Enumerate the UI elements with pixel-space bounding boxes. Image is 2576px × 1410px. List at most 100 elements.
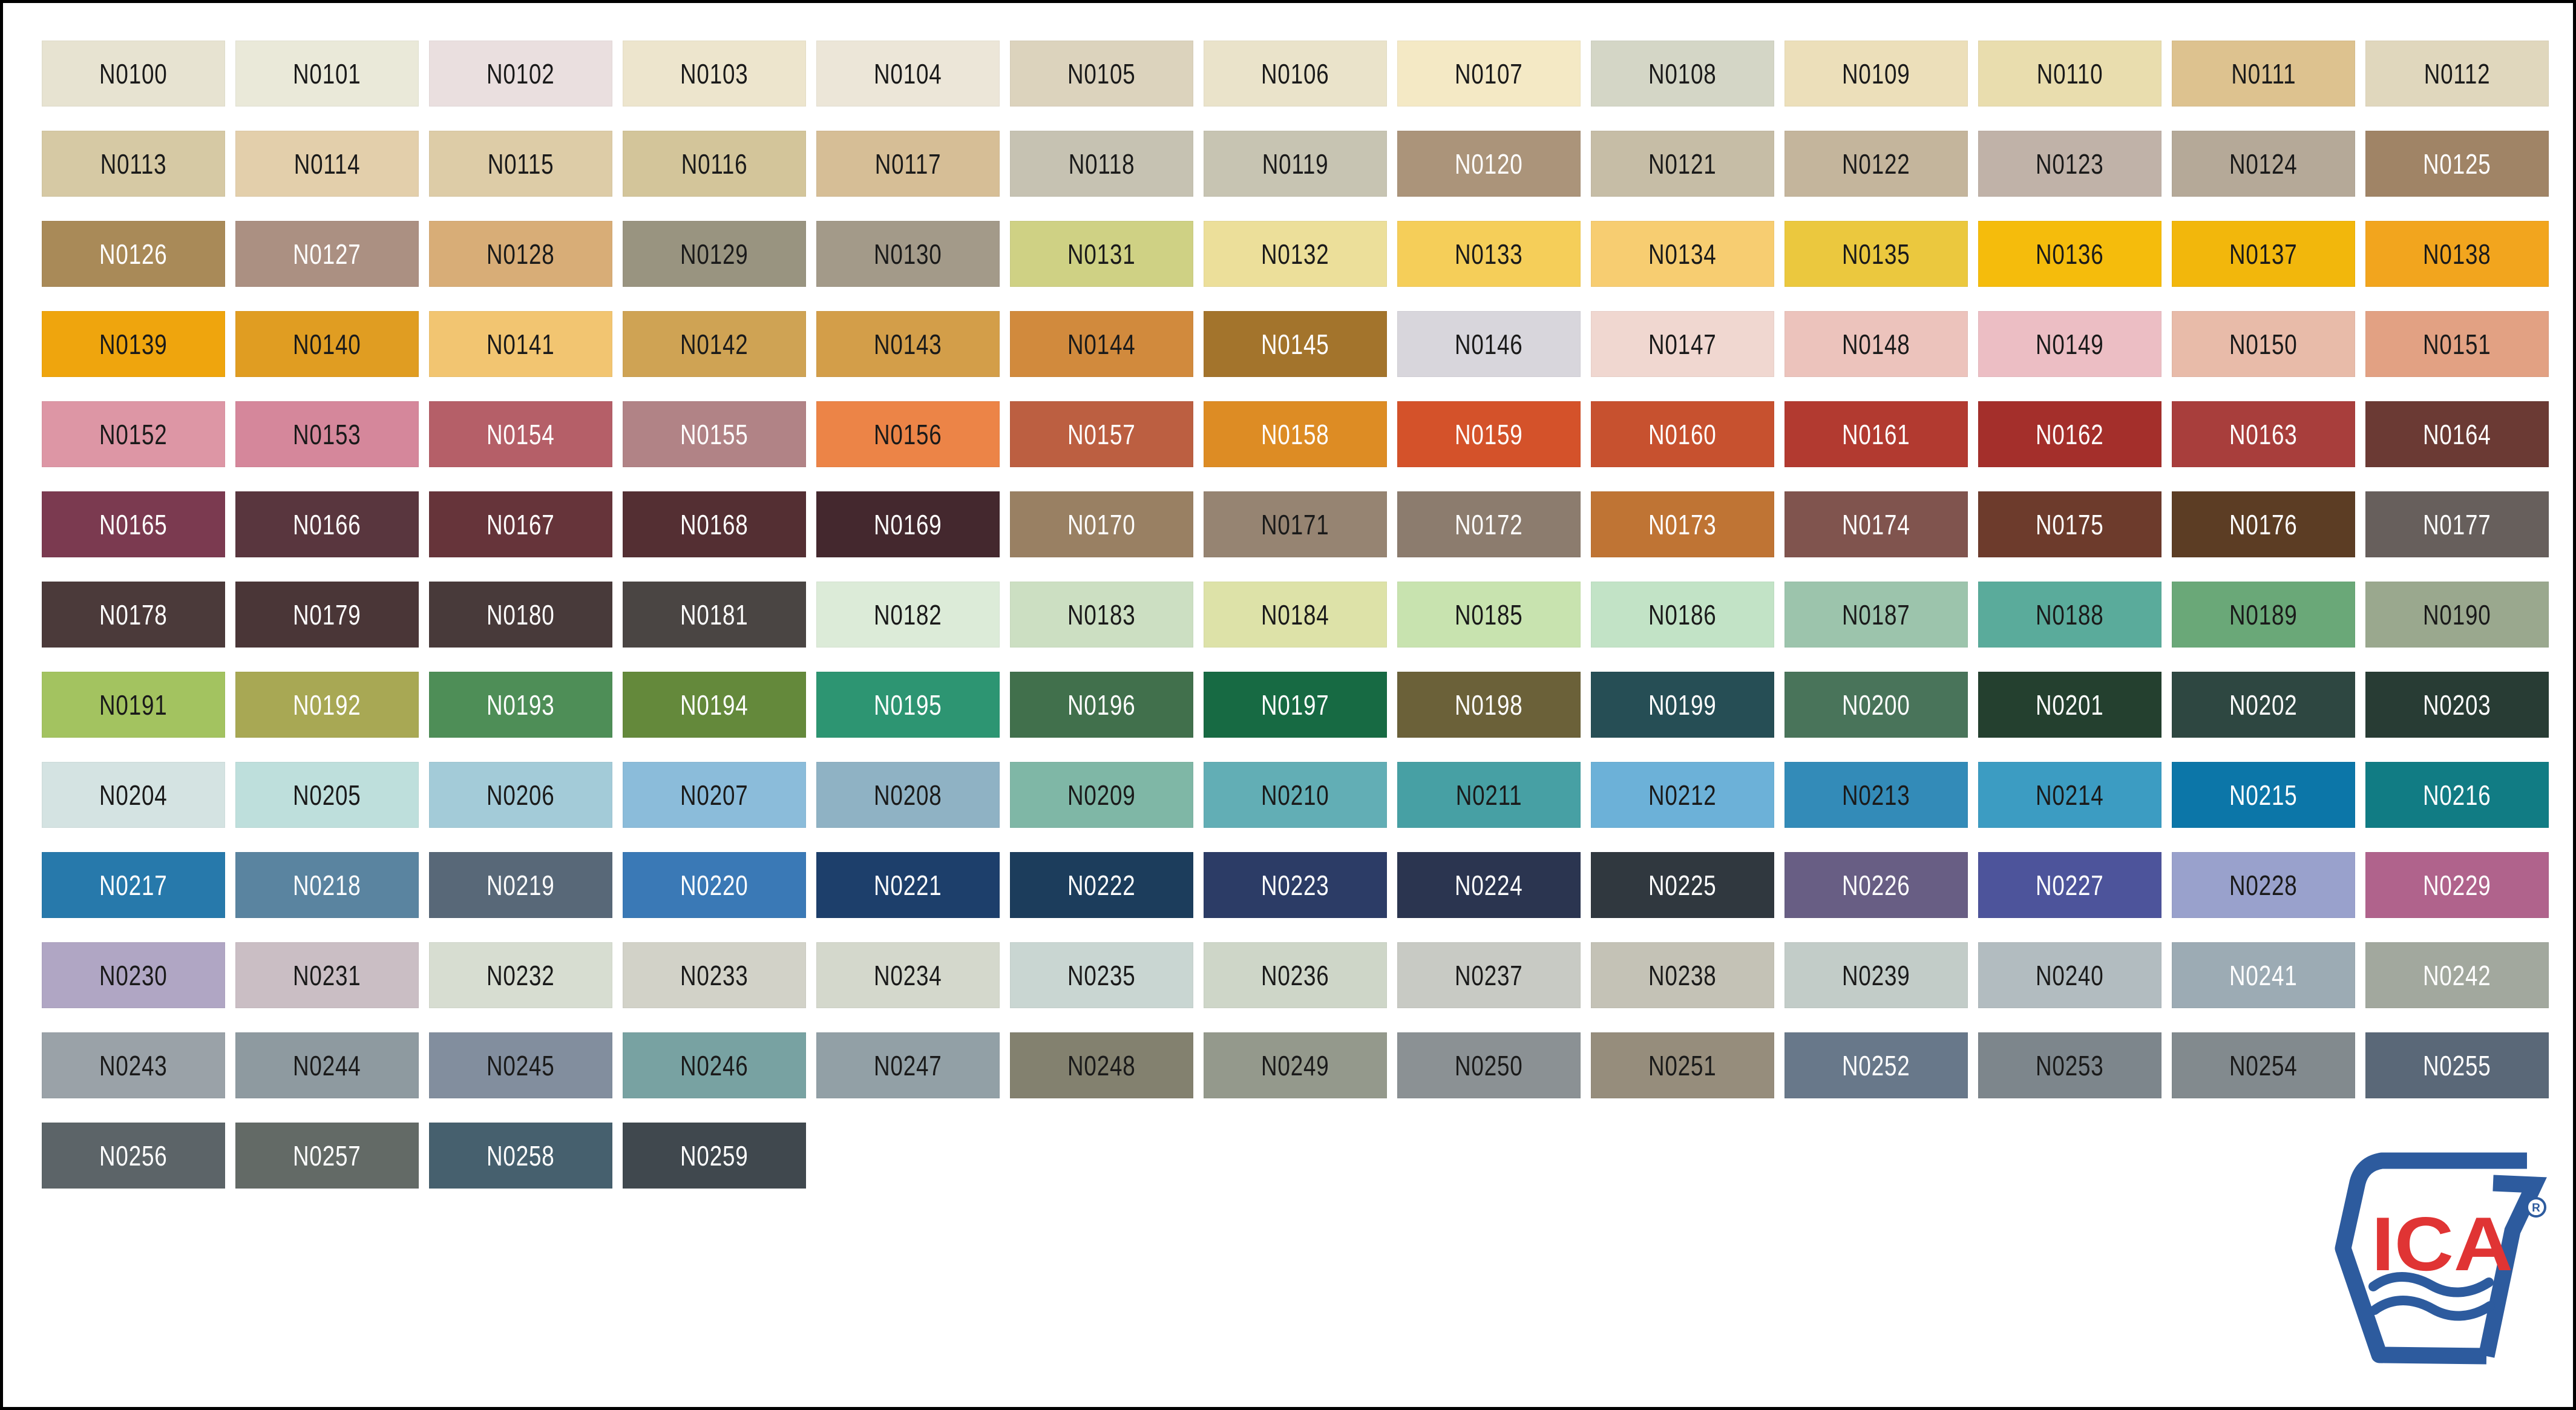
color-swatch: N0247: [816, 1032, 1000, 1098]
color-swatch: N0129: [623, 221, 806, 287]
color-code-label: N0164: [2423, 418, 2491, 450]
color-code-label: N0110: [2036, 57, 2103, 90]
color-code-label: N0185: [1455, 598, 1523, 631]
color-code-label: N0120: [1455, 148, 1523, 180]
color-code-label: N0251: [1648, 1049, 1717, 1081]
color-code-label: N0112: [2424, 57, 2491, 90]
color-swatch: N0155: [623, 401, 806, 467]
color-code-label: N0253: [2036, 1049, 2104, 1081]
color-code-label: N0180: [487, 598, 555, 631]
logo-registered-letter: R: [2532, 1202, 2540, 1215]
color-swatch: N0214: [1978, 762, 2161, 828]
color-code-label: N0244: [293, 1049, 361, 1081]
color-swatch: N0132: [1204, 221, 1387, 287]
color-swatch: N0197: [1204, 672, 1387, 738]
color-code-label: N0122: [1842, 148, 1910, 180]
color-swatch: N0176: [2172, 491, 2355, 557]
color-code-label: N0225: [1648, 869, 1717, 901]
color-swatch: N0151: [2365, 311, 2549, 377]
color-code-label: N0124: [2229, 148, 2298, 180]
color-code-label: N0155: [680, 418, 749, 450]
color-code-label: N0213: [1842, 779, 1910, 811]
color-swatch: N0105: [1010, 41, 1193, 107]
color-swatch: N0244: [235, 1032, 419, 1098]
color-code-label: N0216: [2423, 779, 2491, 811]
color-swatch: N0170: [1010, 491, 1193, 557]
color-code-label: N0156: [874, 418, 942, 450]
color-swatch: N0153: [235, 401, 419, 467]
color-swatch: N0196: [1010, 672, 1193, 738]
color-code-label: N0186: [1648, 598, 1717, 631]
color-code-label: N0154: [487, 418, 555, 450]
color-swatch: N0123: [1978, 131, 2161, 197]
color-swatch: N0184: [1204, 582, 1387, 648]
color-swatch: N0229: [2365, 852, 2549, 918]
color-code-label: N0198: [1455, 689, 1523, 721]
color-swatch: N0230: [42, 942, 225, 1008]
color-swatch: N0202: [2172, 672, 2355, 738]
color-code-label: N0196: [1067, 689, 1136, 721]
color-code-label: N0256: [99, 1139, 168, 1172]
color-code-label: N0249: [1261, 1049, 1329, 1081]
color-code-label: N0106: [1261, 57, 1329, 90]
color-swatch: N0181: [623, 582, 806, 648]
color-code-label: N0105: [1067, 57, 1136, 90]
color-code-label: N0157: [1067, 418, 1136, 450]
color-code-label: N0243: [99, 1049, 168, 1081]
color-swatch: N0171: [1204, 491, 1387, 557]
color-code-label: N0169: [874, 508, 942, 540]
color-swatch: N0122: [1785, 131, 1968, 197]
color-code-label: N0215: [2229, 779, 2298, 811]
color-swatch: N0112: [2365, 41, 2549, 107]
color-code-label: N0165: [99, 508, 168, 540]
color-code-label: N0176: [2229, 508, 2298, 540]
color-code-label: N0238: [1648, 959, 1717, 991]
color-swatch: N0126: [42, 221, 225, 287]
color-code-label: N0151: [2423, 328, 2491, 360]
color-code-label: N0127: [293, 238, 361, 270]
color-swatch: N0257: [235, 1123, 419, 1189]
color-code-label: N0258: [487, 1139, 555, 1172]
color-swatch: N0158: [1204, 401, 1387, 467]
color-code-label: N0248: [1067, 1049, 1136, 1081]
color-swatch: N0117: [816, 131, 1000, 197]
color-swatch: N0195: [816, 672, 1000, 738]
color-code-label: N0149: [2036, 328, 2104, 360]
color-swatch: N0161: [1785, 401, 1968, 467]
color-swatch: N0245: [429, 1032, 612, 1098]
color-swatch: N0136: [1978, 221, 2161, 287]
color-code-label: N0203: [2423, 689, 2491, 721]
color-swatch: N0179: [235, 582, 419, 648]
logo-hexagon-outline: [2335, 1152, 2527, 1365]
color-code-label: N0148: [1842, 328, 1910, 360]
color-code-label: N0207: [680, 779, 749, 811]
color-swatch: N0194: [623, 672, 806, 738]
color-swatch: N0226: [1785, 852, 1968, 918]
color-code-label: N0173: [1648, 508, 1717, 540]
color-swatch: N0121: [1591, 131, 1774, 197]
color-swatch: N0142: [623, 311, 806, 377]
color-code-label: N0166: [293, 508, 361, 540]
color-code-label: N0118: [1068, 148, 1135, 180]
color-code-label: N0241: [2229, 959, 2298, 991]
color-code-label: N0239: [1842, 959, 1910, 991]
color-code-label: N0224: [1455, 869, 1523, 901]
color-swatch: N0205: [235, 762, 419, 828]
color-swatch: N0241: [2172, 942, 2355, 1008]
color-swatch: N0156: [816, 401, 1000, 467]
color-code-label: N0220: [680, 869, 749, 901]
color-code-label: N0125: [2423, 148, 2491, 180]
color-code-label: N0109: [1842, 57, 1910, 90]
color-code-label: N0204: [99, 779, 168, 811]
color-swatch: N0237: [1397, 942, 1581, 1008]
color-swatch: N0203: [2365, 672, 2549, 738]
color-swatch: N0145: [1204, 311, 1387, 377]
color-code-label: N0231: [293, 959, 361, 991]
color-code-label: N0181: [680, 598, 749, 631]
color-code-label: N0232: [487, 959, 555, 991]
color-code-label: N0208: [874, 779, 942, 811]
color-code-label: N0167: [487, 508, 555, 540]
color-swatch: N0137: [2172, 221, 2355, 287]
color-swatch: N0124: [2172, 131, 2355, 197]
color-code-label: N0113: [100, 148, 167, 180]
